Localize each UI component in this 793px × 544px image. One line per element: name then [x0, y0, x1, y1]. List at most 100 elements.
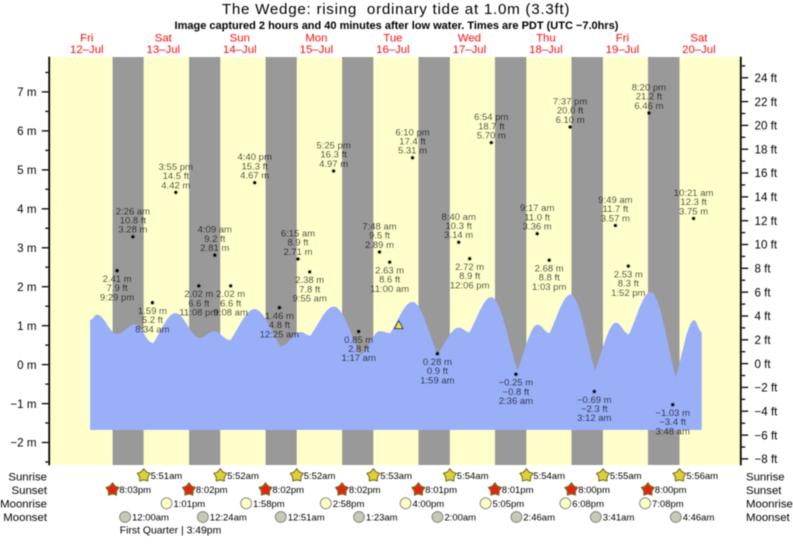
- svg-text:2:58pm: 2:58pm: [333, 499, 365, 510]
- svg-text:−8 ft: −8 ft: [755, 453, 779, 466]
- svg-text:2.41 m: 2.41 m: [103, 274, 132, 285]
- svg-text:3 m: 3 m: [17, 242, 36, 255]
- svg-text:10:21 am: 10:21 am: [674, 188, 714, 199]
- svg-text:Moonrise: Moonrise: [0, 498, 47, 510]
- svg-text:4 ft: 4 ft: [755, 310, 772, 323]
- svg-text:12–Jul: 12–Jul: [70, 44, 104, 56]
- svg-text:The Wedge: rising ordinary ti: The Wedge: rising ordinary tide at 1.0m …: [222, 1, 570, 18]
- svg-text:8 ft: 8 ft: [755, 263, 772, 276]
- svg-text:Moonrise: Moonrise: [746, 498, 793, 510]
- svg-text:8:00pm: 8:00pm: [578, 485, 610, 496]
- svg-text:8.9 ft: 8.9 ft: [287, 238, 308, 249]
- svg-text:15–Jul: 15–Jul: [300, 44, 334, 56]
- svg-text:24 ft: 24 ft: [755, 72, 778, 85]
- svg-text:7 m: 7 m: [17, 86, 36, 99]
- svg-text:2.53 m: 2.53 m: [614, 269, 643, 280]
- svg-text:10.8 ft: 10.8 ft: [120, 216, 147, 227]
- svg-text:17.4 ft: 17.4 ft: [399, 137, 426, 148]
- svg-text:16 ft: 16 ft: [755, 167, 778, 180]
- svg-text:7:08pm: 7:08pm: [652, 499, 684, 510]
- svg-text:22 ft: 22 ft: [755, 96, 778, 109]
- svg-text:8:01pm: 8:01pm: [425, 485, 457, 496]
- svg-text:1:58pm: 1:58pm: [253, 499, 285, 510]
- svg-text:11:08 pm: 11:08 pm: [179, 308, 218, 319]
- svg-text:Wed: Wed: [458, 33, 481, 45]
- svg-text:12:00am: 12:00am: [132, 513, 169, 524]
- svg-text:2.63 m: 2.63 m: [375, 266, 404, 277]
- svg-text:−3.4 ft: −3.4 ft: [659, 417, 686, 428]
- svg-text:5:54am: 5:54am: [533, 471, 565, 482]
- svg-text:9:49 am: 9:49 am: [598, 195, 632, 206]
- svg-text:5:25 pm: 5:25 pm: [316, 141, 350, 152]
- svg-text:Sat: Sat: [155, 33, 173, 45]
- svg-text:8.8 ft: 8.8 ft: [539, 273, 560, 284]
- svg-text:12:24am: 12:24am: [210, 513, 247, 524]
- svg-text:Fri: Fri: [616, 33, 629, 45]
- svg-text:2.68 m: 2.68 m: [535, 264, 564, 275]
- svg-text:8.9 ft: 8.9 ft: [459, 271, 480, 282]
- svg-text:9.2 ft: 9.2 ft: [204, 234, 225, 245]
- svg-text:1.46 m: 1.46 m: [265, 311, 294, 322]
- svg-text:2:46am: 2:46am: [523, 513, 555, 524]
- svg-text:8:34 am: 8:34 am: [135, 324, 169, 335]
- svg-text:2 m: 2 m: [17, 281, 36, 294]
- svg-text:21.2 ft: 21.2 ft: [636, 92, 663, 103]
- svg-text:19–Jul: 19–Jul: [606, 44, 640, 56]
- svg-text:6.46 m: 6.46 m: [634, 101, 663, 112]
- svg-text:Sunset: Sunset: [746, 485, 782, 497]
- svg-text:18 ft: 18 ft: [755, 143, 778, 156]
- svg-text:2.72 m: 2.72 m: [455, 262, 484, 273]
- svg-text:2.89 m: 2.89 m: [365, 240, 394, 251]
- svg-text:5:52am: 5:52am: [227, 471, 259, 482]
- svg-text:Sunrise: Sunrise: [8, 472, 47, 484]
- svg-text:10 ft: 10 ft: [755, 239, 778, 252]
- svg-text:5:53am: 5:53am: [380, 471, 412, 482]
- svg-text:8:02pm: 8:02pm: [349, 485, 381, 496]
- svg-text:5 m: 5 m: [17, 164, 36, 177]
- svg-text:18–Jul: 18–Jul: [529, 44, 563, 56]
- svg-text:4.67 m: 4.67 m: [240, 171, 269, 182]
- svg-text:Tue: Tue: [383, 33, 402, 45]
- svg-text:1:01pm: 1:01pm: [174, 499, 206, 510]
- svg-text:20.0 ft: 20.0 ft: [557, 106, 584, 117]
- svg-text:Moonset: Moonset: [746, 512, 791, 524]
- svg-text:6 m: 6 m: [17, 125, 36, 138]
- svg-text:9:08 am: 9:08 am: [214, 308, 248, 319]
- svg-text:2.81 m: 2.81 m: [200, 243, 229, 254]
- svg-text:8:00pm: 8:00pm: [655, 485, 687, 496]
- svg-text:7.9 ft: 7.9 ft: [107, 283, 128, 294]
- svg-text:3:41am: 3:41am: [603, 513, 635, 524]
- svg-text:5:55am: 5:55am: [610, 471, 642, 482]
- svg-text:8.6 ft: 8.6 ft: [379, 275, 400, 286]
- svg-text:Moonset: Moonset: [3, 512, 48, 524]
- svg-text:2.38 m: 2.38 m: [295, 275, 324, 286]
- svg-text:20–Jul: 20–Jul: [682, 44, 716, 56]
- svg-text:−2 m: −2 m: [10, 437, 36, 450]
- svg-text:3.36 m: 3.36 m: [523, 222, 552, 233]
- svg-text:0.85 m: 0.85 m: [344, 335, 373, 346]
- svg-text:−6 ft: −6 ft: [755, 429, 779, 442]
- svg-text:8:02pm: 8:02pm: [272, 485, 304, 496]
- svg-text:4.42 m: 4.42 m: [161, 180, 190, 191]
- svg-text:4:40 pm: 4:40 pm: [238, 152, 272, 163]
- svg-text:5:52am: 5:52am: [304, 471, 336, 482]
- svg-text:4:00pm: 4:00pm: [413, 499, 445, 510]
- svg-text:−0.69 m: −0.69 m: [577, 395, 612, 406]
- svg-text:12 ft: 12 ft: [755, 215, 778, 228]
- svg-text:14 ft: 14 ft: [755, 191, 778, 204]
- svg-text:2:26 am: 2:26 am: [116, 206, 150, 217]
- svg-text:4 m: 4 m: [17, 203, 36, 216]
- svg-text:2:00am: 2:00am: [444, 513, 476, 524]
- svg-text:3.75 m: 3.75 m: [679, 206, 708, 217]
- svg-text:4:46am: 4:46am: [683, 513, 715, 524]
- svg-text:1 m: 1 m: [17, 320, 36, 333]
- svg-text:7:37 pm: 7:37 pm: [553, 97, 587, 108]
- svg-text:−0.25 m: −0.25 m: [499, 378, 534, 389]
- svg-text:5:56am: 5:56am: [686, 471, 718, 482]
- svg-text:7.8 ft: 7.8 ft: [299, 284, 320, 295]
- svg-text:0 m: 0 m: [17, 359, 36, 372]
- svg-text:4.8 ft: 4.8 ft: [269, 320, 290, 331]
- svg-text:9:55 am: 9:55 am: [293, 294, 327, 305]
- svg-text:12:25 am: 12:25 am: [260, 329, 300, 340]
- svg-text:1:03 pm: 1:03 pm: [532, 282, 566, 293]
